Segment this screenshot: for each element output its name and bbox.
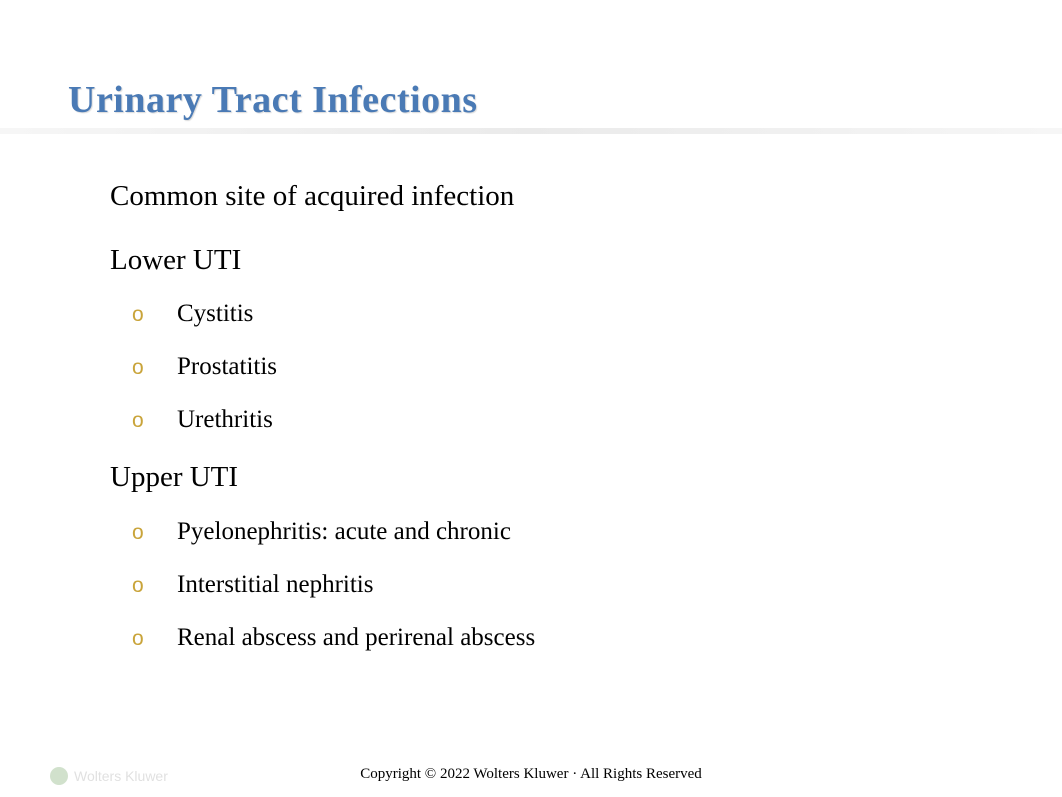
list-item: Common site of acquired infection	[77, 178, 535, 216]
sublist: o Pyelonephritis: acute and chronic o In…	[132, 518, 535, 652]
bullet-icon: o	[132, 409, 177, 433]
list-item: Lower UTI	[77, 242, 535, 280]
title-divider	[0, 128, 1062, 134]
copyright-footer: Copyright © 2022 Wolters Kluwer · All Ri…	[0, 766, 1062, 783]
list-text: Common site of acquired infection	[110, 178, 514, 216]
sublist-text: Cystitis	[177, 300, 253, 328]
slide-title: Urinary Tract Infections	[68, 78, 478, 122]
sublist-text: Renal abscess and perirenal abscess	[177, 624, 535, 652]
sublist-item: o Interstitial nephritis	[132, 571, 535, 599]
sublist-item: o Cystitis	[132, 300, 535, 328]
content-area: Common site of acquired infection Lower …	[77, 178, 535, 677]
bullet-icon: o	[132, 574, 177, 598]
sublist-text: Pyelonephritis: acute and chronic	[177, 518, 511, 546]
bullet-icon: o	[132, 356, 177, 380]
sublist-text: Interstitial nephritis	[177, 571, 373, 599]
sublist-item: o Prostatitis	[132, 353, 535, 381]
list-text: Lower UTI	[110, 242, 241, 280]
bullet-icon: o	[132, 521, 177, 545]
bullet-icon: o	[132, 627, 177, 651]
sublist-item: o Pyelonephritis: acute and chronic	[132, 518, 535, 546]
sublist-item: o Urethritis	[132, 406, 535, 434]
sublist-text: Prostatitis	[177, 353, 277, 381]
sublist-text: Urethritis	[177, 406, 273, 434]
sublist-item: o Renal abscess and perirenal abscess	[132, 624, 535, 652]
list-text: Upper UTI	[110, 459, 238, 497]
bullet-icon: o	[132, 303, 177, 327]
sublist: o Cystitis o Prostatitis o Urethritis	[132, 300, 535, 434]
list-item: Upper UTI	[77, 459, 535, 497]
